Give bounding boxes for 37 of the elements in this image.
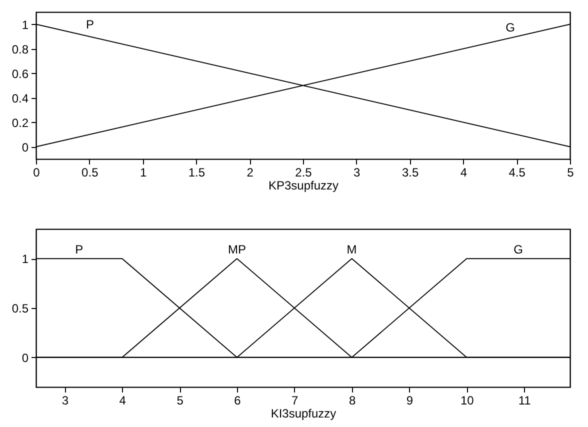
y-tick-label: 0	[22, 350, 29, 365]
y-tick-label: 0.8	[12, 42, 29, 56]
x-tick-label: 4	[119, 394, 126, 408]
y-tick-label: 1	[22, 18, 29, 32]
y-tick-label: 0.4	[12, 91, 29, 106]
x-tick-label: 4	[460, 166, 468, 180]
y-tick-label: 0.2	[12, 116, 29, 130]
x-tick-label: 5	[567, 166, 574, 180]
x-tick-label: 0	[33, 166, 40, 180]
y-tick-label: 0.6	[12, 66, 29, 81]
x-tick-label: 9	[406, 394, 414, 408]
x-axis-title: KI3supfuzzy	[270, 406, 336, 420]
x-tick-label: 3	[354, 166, 361, 180]
x-tick-label: 4.5	[508, 166, 526, 180]
x-tick-label: 2	[246, 166, 254, 180]
y-tick-label: 0	[22, 140, 29, 154]
x-tick-label: 2.5	[295, 166, 312, 180]
series-label: P	[75, 242, 84, 257]
x-tick-label: 5	[176, 394, 184, 408]
x-axis-title: KP3supfuzzy	[268, 178, 339, 192]
series-label: M	[346, 242, 357, 257]
x-tick-label: 3.5	[402, 166, 419, 180]
x-tick-label: 7	[292, 394, 299, 408]
series-label: G	[514, 242, 523, 257]
series-label: P	[86, 17, 94, 32]
x-tick-label: 8	[348, 394, 356, 408]
x-tick-label: 1	[140, 166, 147, 180]
x-tick-label: 0.5	[82, 166, 99, 180]
y-tick-label: 0.5	[12, 302, 29, 316]
series-label: G	[506, 20, 515, 34]
x-tick-label: 6	[234, 394, 242, 408]
y-tick-label: 1	[22, 252, 29, 266]
x-tick-label: 3	[62, 394, 69, 408]
x-tick-label: 11	[518, 394, 532, 408]
x-tick-label: 1.5	[188, 166, 206, 180]
series-label: MP	[228, 242, 246, 257]
x-tick-label: 10	[460, 394, 474, 408]
